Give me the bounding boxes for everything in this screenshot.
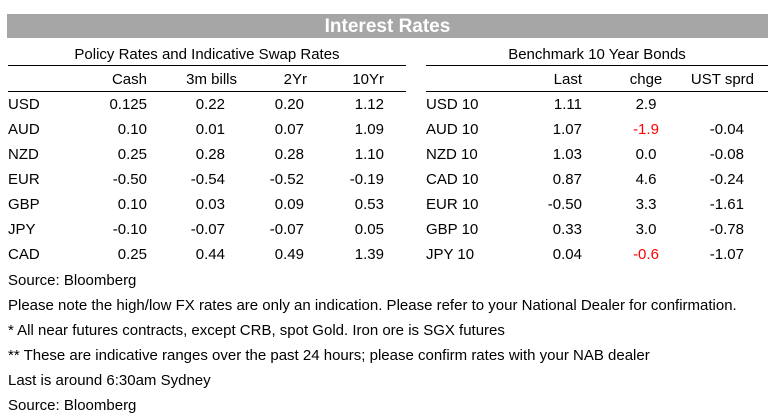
last-value: 1.03 xyxy=(552,146,582,163)
bonds-section-title: Benchmark 10 Year Bonds xyxy=(508,46,686,63)
source-note-repeat: Source: Bloomberg xyxy=(8,397,137,414)
3m-bills-value: 0.01 xyxy=(195,121,225,138)
change-value: -1.9 xyxy=(633,121,659,138)
cash-value: 0.25 xyxy=(117,146,147,163)
col-header-2yr: 2Yr xyxy=(283,71,307,88)
policy-rates-title-rule xyxy=(8,65,406,66)
3m-bills-value: 0.28 xyxy=(195,146,225,163)
10yr-value: -0.19 xyxy=(349,171,384,188)
2yr-value: -0.07 xyxy=(269,221,304,238)
10yr-value: 1.39 xyxy=(354,246,384,263)
ust-spread-value: -1.07 xyxy=(709,246,744,263)
row-label: NZD xyxy=(8,146,39,163)
ust-spread-value: -0.04 xyxy=(709,121,744,138)
bonds-title-rule xyxy=(426,65,768,66)
cash-value: -0.10 xyxy=(112,221,147,238)
row-label: USD xyxy=(8,96,40,113)
row-label: USD 10 xyxy=(426,96,479,113)
2yr-value: -0.52 xyxy=(269,171,304,188)
ust-spread-value: -0.08 xyxy=(709,146,744,163)
2yr-value: 0.28 xyxy=(274,146,304,163)
change-value: 3.0 xyxy=(635,221,657,238)
row-label: CAD 10 xyxy=(426,171,479,188)
3m-bills-value: 0.44 xyxy=(195,246,225,263)
last-value: 1.11 xyxy=(553,96,582,113)
cash-value: 0.25 xyxy=(117,246,147,263)
change-value: 3.3 xyxy=(635,196,657,213)
change-value: 4.6 xyxy=(635,171,657,188)
3m-bills-value: -0.07 xyxy=(190,221,225,238)
last-value: 0.04 xyxy=(552,246,582,263)
row-label: GBP xyxy=(8,196,40,213)
col-header-cash: Cash xyxy=(111,71,147,88)
last-value: 0.33 xyxy=(552,221,582,238)
cash-value: 0.10 xyxy=(117,196,147,213)
policy-rates-header-rule xyxy=(8,91,406,92)
3m-bills-value: -0.54 xyxy=(190,171,225,188)
change-value: 0.0 xyxy=(635,146,657,163)
10yr-value: 1.12 xyxy=(354,96,384,113)
row-label: GBP 10 xyxy=(426,221,479,238)
row-label: NZD 10 xyxy=(426,146,478,163)
fx-disclaimer-note: Please note the high/low FX rates are on… xyxy=(8,297,737,314)
3m-bills-value: 0.03 xyxy=(195,196,225,213)
indicative-ranges-footnote: ** These are indicative ranges over the … xyxy=(8,347,650,364)
10yr-value: 0.05 xyxy=(354,221,384,238)
cash-value: 0.10 xyxy=(117,121,147,138)
ust-spread-value xyxy=(674,95,744,115)
ust-spread-value: -0.24 xyxy=(709,171,744,188)
cash-value: 0.125 xyxy=(109,96,147,113)
row-label: EUR 10 xyxy=(426,196,479,213)
col-header-last: Last xyxy=(553,71,582,88)
col-header-ust-sprd: UST sprd xyxy=(690,71,754,88)
bonds-header-rule xyxy=(426,91,768,92)
last-value: 0.87 xyxy=(552,171,582,188)
row-label: AUD xyxy=(8,121,40,138)
2yr-value: 0.49 xyxy=(274,246,304,263)
col-header-10yr: 10Yr xyxy=(352,71,384,88)
10yr-value: 0.53 xyxy=(354,196,384,213)
change-value: -0.6 xyxy=(633,246,659,263)
ust-spread-value: -0.78 xyxy=(709,221,744,238)
row-label: JPY 10 xyxy=(426,246,475,263)
cash-value: -0.50 xyxy=(112,171,147,188)
col-header-3m-bills: 3m bills xyxy=(186,71,237,88)
col-header-chge: chge xyxy=(629,71,663,88)
row-label: CAD xyxy=(8,246,40,263)
last-value: 1.07 xyxy=(552,121,582,138)
policy-rates-section-title: Policy Rates and Indicative Swap Rates xyxy=(74,46,340,63)
3m-bills-value: 0.22 xyxy=(195,96,225,113)
2yr-value: 0.07 xyxy=(274,121,304,138)
row-label: JPY xyxy=(8,221,36,238)
change-value: 2.9 xyxy=(635,96,657,113)
table-title-banner: Interest Rates xyxy=(7,14,768,38)
ust-spread-value: -1.61 xyxy=(709,196,744,213)
timing-note: Last is around 6:30am Sydney xyxy=(8,372,211,389)
last-value: -0.50 xyxy=(547,196,582,213)
2yr-value: 0.09 xyxy=(274,196,304,213)
row-label: AUD 10 xyxy=(426,121,479,138)
futures-footnote: * All near futures contracts, except CRB… xyxy=(8,322,505,339)
10yr-value: 1.09 xyxy=(354,121,384,138)
10yr-value: 1.10 xyxy=(354,146,384,163)
2yr-value: 0.20 xyxy=(274,96,304,113)
source-note: Source: Bloomberg xyxy=(8,272,137,289)
row-label: EUR xyxy=(8,171,40,188)
